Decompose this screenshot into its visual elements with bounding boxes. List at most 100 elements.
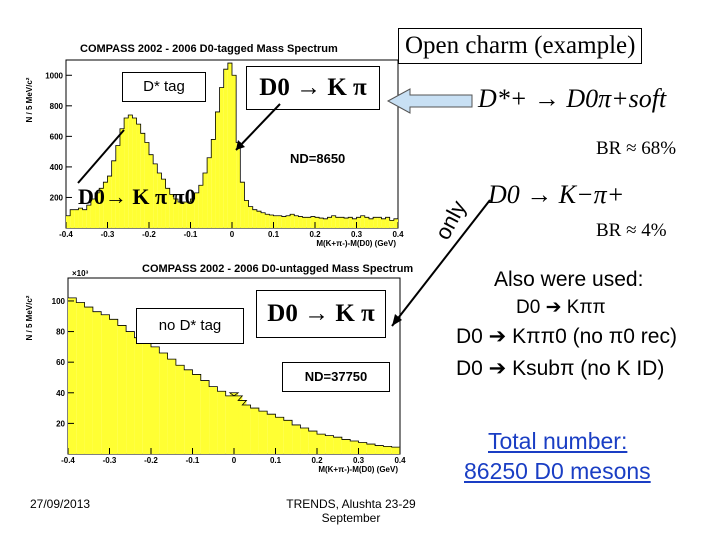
also-used-heading: Also were used: bbox=[494, 268, 644, 291]
histogram-bar bbox=[157, 173, 162, 228]
bottom-histogram: -0.4 -0.3 -0.2 -0.1 0 0.1 0.2 0.3 0.4 100 80 60 40 20… bbox=[25, 263, 413, 474]
histogram-bar bbox=[348, 217, 353, 228]
histogram-bar bbox=[302, 217, 307, 228]
histogram-bar bbox=[368, 218, 374, 228]
total-number-line-1[interactable]: Total number: bbox=[488, 428, 628, 454]
histogram-bar bbox=[273, 215, 278, 228]
histogram-title: COMPASS 2002 - 2006 D0-tagged Mass Spect… bbox=[80, 43, 338, 55]
footer-date: 27/09/2013 bbox=[30, 497, 91, 511]
x-tick-label: -0.2 bbox=[144, 456, 158, 465]
histogram-bar bbox=[90, 198, 96, 228]
x-tick-label: -0.1 bbox=[184, 230, 198, 239]
histogram-bar bbox=[333, 437, 342, 454]
histogram-bar bbox=[76, 302, 85, 454]
x-tick-label: -0.3 bbox=[103, 456, 117, 465]
x-tick-label: -0.4 bbox=[59, 230, 73, 239]
histogram-bar bbox=[128, 114, 133, 228]
histogram-bar bbox=[173, 198, 179, 228]
branching-ratio-1: BR ≈ 68% bbox=[596, 138, 677, 159]
histogram-bar bbox=[136, 124, 141, 228]
histogram-bar bbox=[190, 198, 195, 228]
histogram-bar bbox=[142, 342, 151, 454]
histogram-bar bbox=[275, 417, 284, 454]
y-tick-label: 100 bbox=[52, 297, 66, 306]
branching-ratio-2: BR ≈ 4% bbox=[596, 220, 667, 241]
histogram-bar bbox=[66, 215, 71, 228]
x-tick-label: 0.1 bbox=[268, 230, 280, 239]
histogram-bar bbox=[175, 365, 185, 454]
histogram-bar bbox=[267, 414, 276, 454]
histogram-bar bbox=[240, 182, 245, 228]
histogram-bar bbox=[381, 218, 386, 228]
histogram-bar bbox=[117, 325, 127, 454]
top-nd-label: ND=8650 bbox=[290, 151, 346, 166]
footer-conference-line-2: September bbox=[321, 511, 381, 525]
histogram-bar bbox=[74, 209, 79, 228]
histogram-bar bbox=[242, 405, 251, 454]
histogram-bar bbox=[211, 139, 216, 228]
histogram-bar bbox=[82, 209, 87, 228]
y-tick-label: 1000 bbox=[45, 71, 63, 80]
histogram-bar bbox=[250, 408, 259, 454]
histogram-bar bbox=[217, 391, 226, 454]
total-number-line-2[interactable]: 86250 D0 mesons bbox=[464, 458, 651, 484]
x-tick-label: 0.3 bbox=[351, 230, 363, 239]
histogram-bar bbox=[258, 411, 268, 454]
histogram-bar bbox=[161, 179, 166, 228]
histogram-bar bbox=[315, 217, 320, 228]
histogram-bar bbox=[269, 215, 274, 228]
y-tick-label: 80 bbox=[56, 328, 65, 337]
also-used-line-2: D0 ➔ Kππ0 (no π0 rec) bbox=[456, 325, 677, 348]
footer-conference-line-1: TRENDS, Alushta 23-29 bbox=[286, 497, 416, 511]
histogram-bar bbox=[144, 142, 149, 228]
histogram-bar bbox=[68, 297, 77, 454]
histogram-bar bbox=[283, 420, 293, 454]
y-tick-label: 60 bbox=[56, 358, 65, 367]
y-tick-label: 20 bbox=[56, 419, 65, 428]
histogram-bar bbox=[236, 142, 241, 228]
histogram-bar bbox=[107, 176, 112, 228]
histogram-bar bbox=[244, 200, 249, 228]
histogram-bar bbox=[335, 217, 340, 228]
x-tick-label: 0 bbox=[230, 230, 235, 239]
histogram-bar bbox=[256, 211, 262, 228]
x-axis-label: M(K+π-)-M(D0) (GeV) bbox=[318, 465, 398, 474]
histogram-bar bbox=[364, 217, 369, 228]
y-tick-label: 600 bbox=[50, 132, 64, 141]
histogram-bar bbox=[198, 185, 203, 228]
histogram-bar bbox=[281, 216, 286, 228]
histogram-bar bbox=[356, 217, 361, 228]
histogram-bar bbox=[194, 192, 199, 228]
histogram-bar bbox=[184, 369, 193, 454]
slide-title: Open charm (example) bbox=[398, 28, 643, 64]
histogram-bar bbox=[265, 214, 270, 228]
x-tick-label: 0.3 bbox=[353, 456, 365, 465]
histogram-bar bbox=[165, 188, 170, 228]
histogram-bar bbox=[186, 202, 191, 228]
side-decay-label: D0→ K π π0 bbox=[78, 184, 196, 209]
histogram-bar bbox=[219, 87, 224, 228]
histogram-bar bbox=[132, 118, 137, 228]
histogram-bar bbox=[310, 216, 315, 228]
x-tick-label: 0.2 bbox=[311, 456, 323, 465]
histogram-bar bbox=[308, 431, 317, 454]
histogram-bar bbox=[339, 217, 345, 228]
x-tick-label: 0.1 bbox=[270, 456, 282, 465]
histogram-bar bbox=[389, 220, 394, 228]
histogram-bar bbox=[331, 215, 336, 228]
histogram-bar bbox=[352, 218, 357, 228]
y-axis-label: N / 5 MeV/c² bbox=[25, 295, 34, 340]
histogram-bar bbox=[84, 307, 93, 454]
y-axis-label: N / 5 MeV/c² bbox=[25, 77, 34, 122]
histogram-bar bbox=[232, 75, 237, 228]
axis-multiplier: ×10³ bbox=[72, 269, 89, 278]
histogram-title: COMPASS 2002 - 2006 D0-untagged Mass Spe… bbox=[142, 263, 413, 275]
histogram-bar bbox=[393, 218, 398, 228]
histogram-bar bbox=[209, 386, 218, 454]
x-tick-label: -0.1 bbox=[186, 456, 200, 465]
y-tick-label: 400 bbox=[50, 163, 64, 172]
histogram-bar bbox=[323, 218, 328, 228]
histogram-bar bbox=[341, 439, 351, 454]
y-tick-label: 40 bbox=[56, 389, 65, 398]
histogram-bar bbox=[99, 188, 104, 228]
